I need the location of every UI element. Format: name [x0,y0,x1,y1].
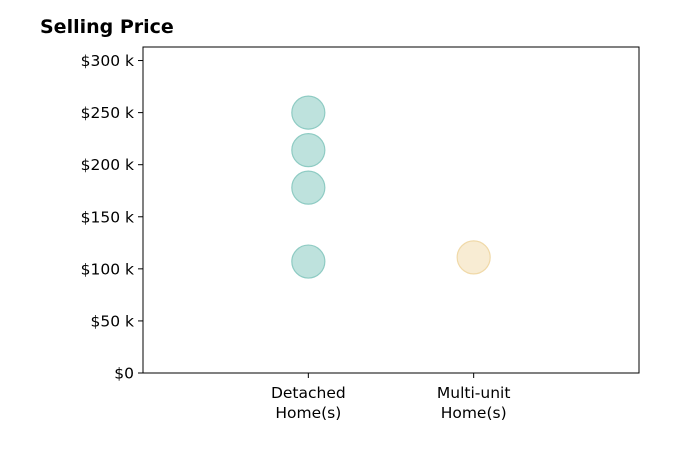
y-tick-label: $100 k [81,260,134,278]
plot-frame [142,46,640,374]
data-point[interactable] [291,244,326,279]
y-tick-label: $250 k [81,104,134,122]
data-point[interactable] [291,95,326,130]
y-tick-label: $150 k [81,208,134,226]
y-tick-label: $200 k [81,156,134,174]
data-point[interactable] [291,170,326,205]
x-tick-label: Detached Home(s) [271,384,346,422]
y-tick-label: $300 k [81,52,134,70]
x-axis: Detached Home(s) Multi-unit Home(s) [271,373,510,422]
data-point[interactable] [291,133,326,168]
y-axis: $0 $50 k $100 k $150 k $200 k $250 k $300 k [81,52,143,383]
y-tick-label: $50 k [91,312,135,330]
data-point[interactable] [456,240,491,275]
data-points [291,95,491,279]
x-tick-label: Multi-unit Home(s) [437,384,511,422]
y-tick-label: $0 [114,365,134,383]
chart-title: Selling Price [40,16,174,38]
